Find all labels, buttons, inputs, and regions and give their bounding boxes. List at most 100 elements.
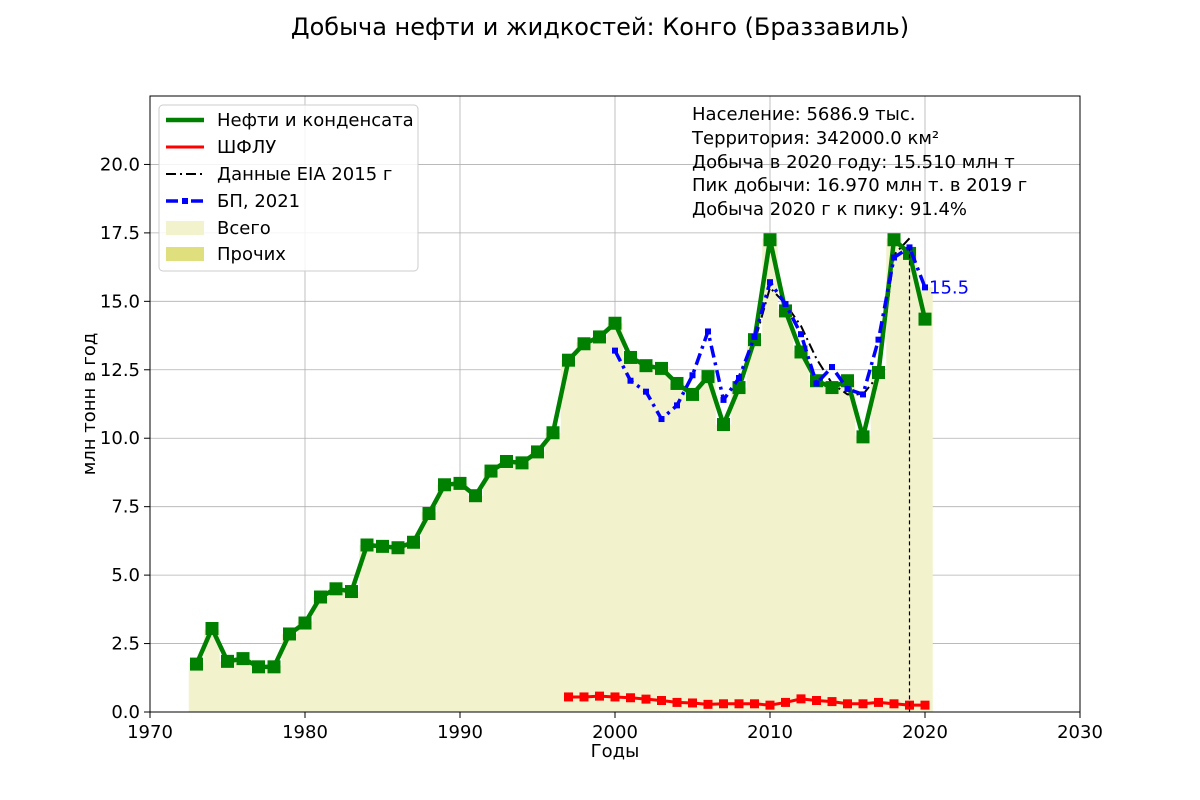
y-axis-ticks: 0.0 2.5 5.0 7.5 10.0 12.5 15.0 17.5 20.0 — [100, 154, 150, 723]
series-1-point-2002 — [641, 694, 651, 704]
x-axis-label: Годы — [591, 741, 640, 762]
series-1-point-1999 — [595, 691, 604, 701]
series-1-point-2005 — [688, 698, 697, 708]
legend-label-ngl: ШФЛУ — [217, 137, 276, 158]
legend-handle-4 — [166, 221, 204, 235]
series-0-point-2020 — [918, 312, 932, 326]
x-tick-label-1990: 1990 — [437, 722, 483, 743]
series-0-point-2017 — [872, 366, 885, 380]
series-3-point-2015 — [844, 385, 851, 392]
series-0-point-2005 — [686, 387, 699, 401]
y-tick-label-2: 5.0 — [111, 565, 140, 586]
legend-handle-marker-3 — [182, 198, 188, 204]
series-0-point-1985 — [376, 539, 389, 553]
series-3-point-2012 — [798, 331, 804, 338]
series-0-point-1978 — [267, 660, 281, 674]
series-1-point-2017 — [874, 697, 883, 707]
legend-label-total: Всего — [217, 218, 271, 239]
info-ratio: Добыча 2020 г к пику: 91.4% — [692, 199, 967, 220]
series-0-point-2016 — [856, 430, 870, 444]
series-3-point-2006 — [705, 328, 711, 335]
series-0-point-2010 — [763, 233, 777, 247]
series-0-point-1994 — [515, 456, 529, 470]
series-1-point-2000 — [610, 692, 620, 702]
series-3-point-2007 — [720, 396, 727, 403]
series-0-point-1988 — [422, 507, 436, 521]
series-3-point-2003 — [658, 416, 665, 423]
series-1-point-2015 — [843, 699, 852, 709]
series-3-point-2018 — [891, 254, 897, 261]
legend: Нефти и конденсата ШФЛУ Данные EIA 2015 … — [158, 104, 419, 272]
series-3-point-2020 — [922, 284, 928, 291]
series-1-point-2009 — [750, 699, 759, 709]
y-axis-label: млн тонн в год — [79, 333, 100, 476]
series-0-point-1976 — [236, 652, 250, 666]
chart-title: Добыча нефти и жидкостей: Конго (Браззав… — [291, 13, 909, 41]
series-0-point-2015 — [841, 374, 854, 388]
series-0-point-1974 — [205, 621, 219, 635]
series-3 — [612, 244, 928, 423]
series-3-point-2010 — [767, 279, 773, 286]
legend-label-bp: БП, 2021 — [217, 191, 300, 212]
series-3-point-2011 — [782, 301, 789, 308]
series-0-point-1984 — [360, 538, 374, 552]
y-tick-label-7: 17.5 — [100, 223, 140, 244]
series-0-point-1977 — [252, 660, 265, 674]
series-1-point-2004 — [672, 697, 682, 707]
series-0-point-1997 — [562, 353, 575, 367]
x-axis-ticks: 1970 1980 1990 2000 2010 2020 2030 — [127, 712, 1103, 743]
series-0-point-1990 — [453, 476, 467, 490]
series-1-point-2020 — [920, 700, 930, 710]
series-1-point-2008 — [734, 699, 744, 709]
series-1-point-2001 — [626, 693, 635, 703]
area-total-fill — [188, 238, 933, 712]
series-1-point-2012 — [796, 694, 806, 704]
series-0-point-1981 — [314, 590, 327, 604]
series-3-point-2005 — [689, 372, 696, 379]
series-1-point-2007 — [719, 699, 728, 709]
series-1-point-1997 — [564, 692, 573, 702]
series-3-point-2008 — [736, 374, 742, 381]
series-1-point-1998 — [579, 692, 589, 702]
series-0-point-2018 — [887, 233, 901, 247]
y-tick-label-8: 20.0 — [100, 154, 140, 175]
annotation-label: 15.5 — [929, 278, 969, 299]
y-tick-label-4: 10.0 — [100, 428, 140, 449]
series-1-point-2014 — [827, 697, 837, 707]
info-peak: Пик добычи: 16.970 млн т. в 2019 г — [692, 175, 1027, 196]
series-0-point-1999 — [593, 330, 606, 344]
legend-label-oil: Нефти и конденсата — [217, 110, 414, 131]
series-0-point-1979 — [283, 627, 296, 641]
series-0-point-1995 — [531, 445, 544, 459]
series-3-point-2017 — [875, 336, 882, 343]
series-0-point-1992 — [484, 464, 498, 478]
series-0-point-1973 — [190, 657, 203, 671]
area-total — [188, 238, 933, 712]
legend-box — [158, 104, 419, 272]
series-0-point-1998 — [577, 337, 591, 351]
series-3-point-2014 — [829, 364, 835, 371]
legend-label-other: Прочих — [217, 244, 286, 265]
series-0-point-2006 — [701, 370, 715, 384]
x-tick-label-2000: 2000 — [592, 722, 638, 743]
series-3-point-2009 — [751, 333, 758, 340]
series-3-point-2000 — [612, 347, 618, 354]
x-tick-label-1980: 1980 — [282, 722, 328, 743]
series-0-point-2001 — [624, 350, 637, 364]
series-0-point-1980 — [298, 616, 312, 630]
series-0-point-2002 — [639, 359, 653, 373]
series-0-point-2000 — [608, 316, 622, 330]
info-population: Население: 5686.9 тыс. — [692, 104, 915, 125]
series-0-point-1993 — [500, 454, 513, 468]
series-0-point-2004 — [670, 376, 684, 390]
y-tick-label-3: 7.5 — [111, 497, 140, 518]
y-tick-label-6: 15.0 — [100, 291, 140, 312]
series-0-point-2011 — [779, 304, 792, 318]
info-territory: Территория: 342000.0 км² — [691, 128, 939, 149]
series-3-point-2004 — [674, 402, 680, 409]
series-1-point-2016 — [858, 699, 868, 709]
series-0-point-1989 — [438, 478, 451, 492]
series-0-point-1987 — [407, 535, 420, 549]
series-0-point-1986 — [391, 541, 405, 555]
series-3-point-2002 — [643, 388, 649, 395]
